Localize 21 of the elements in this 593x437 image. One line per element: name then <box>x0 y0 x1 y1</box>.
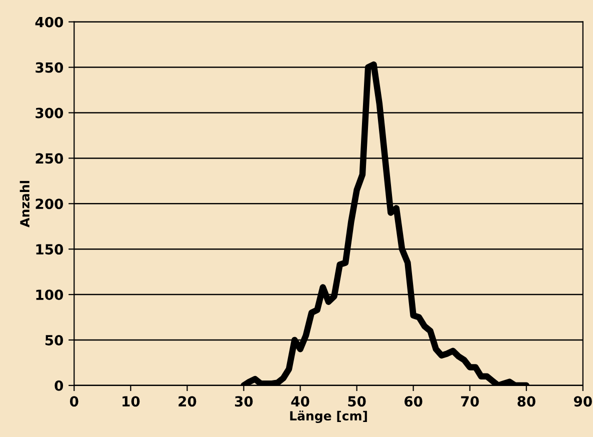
y-tick-label: 250 <box>36 153 64 164</box>
x-tick-label: 90 <box>574 396 592 407</box>
y-tick-label: 0 <box>54 380 64 391</box>
x-tick-label: 70 <box>461 396 479 407</box>
y-tick-label: 350 <box>36 62 64 73</box>
x-tick-label: 40 <box>291 396 310 407</box>
y-tick-label: 100 <box>36 290 64 300</box>
x-tick-label: 60 <box>404 396 422 407</box>
x-tick-label: 10 <box>122 396 140 407</box>
y-tick-label: 150 <box>36 244 64 255</box>
x-tick-label: 50 <box>348 396 366 407</box>
x-tick-label: 30 <box>234 396 253 407</box>
x-tick-label: 20 <box>178 396 196 407</box>
y-tick-label: 50 <box>45 334 64 346</box>
x-tick-label: 0 <box>70 396 78 407</box>
x-tick-label: 80 <box>518 396 536 407</box>
y-tick-label: 300 <box>36 108 64 118</box>
y-axis-title: Anzahl <box>20 180 30 228</box>
y-tick-label: 400 <box>35 16 64 28</box>
y-tick-label: 200 <box>36 198 64 210</box>
x-axis-title: Länge [cm] <box>290 410 367 424</box>
